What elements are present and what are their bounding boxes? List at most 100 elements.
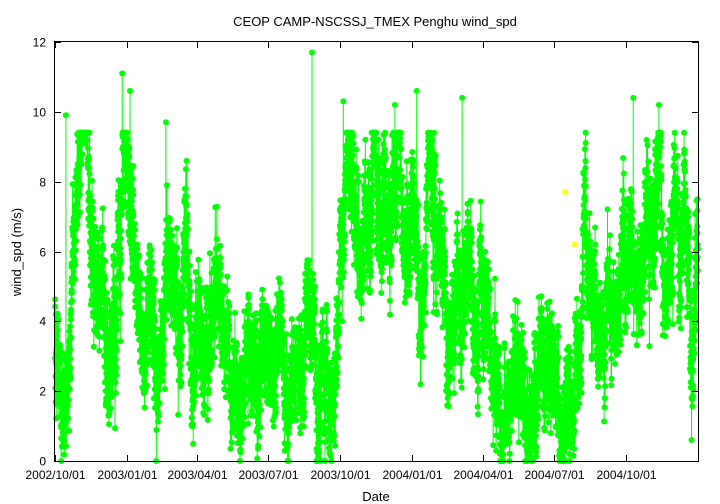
data-point <box>196 278 203 285</box>
data-point <box>379 253 386 260</box>
data-point <box>174 244 180 251</box>
data-point <box>186 313 193 320</box>
data-point <box>333 363 340 370</box>
data-point <box>272 404 279 411</box>
data-point <box>383 259 390 266</box>
data-point <box>217 271 224 278</box>
data-point <box>451 351 458 358</box>
data-point <box>76 191 83 198</box>
data-point <box>441 270 448 276</box>
data-point <box>280 354 287 361</box>
data-point <box>126 144 133 151</box>
data-point <box>293 417 300 424</box>
data-point <box>487 285 493 292</box>
data-point <box>199 316 206 323</box>
data-point <box>496 382 503 389</box>
data-point <box>481 349 488 356</box>
data-point <box>376 190 383 197</box>
data-point <box>241 414 248 421</box>
data-point <box>179 294 186 300</box>
data-point <box>130 186 136 193</box>
data-point <box>221 386 228 393</box>
data-point <box>254 455 261 462</box>
data-point <box>303 325 310 332</box>
data-point <box>421 290 428 297</box>
data-point <box>208 347 215 354</box>
data-point <box>174 261 181 268</box>
data-point <box>272 399 279 406</box>
data-point <box>456 252 463 259</box>
data-point <box>272 383 279 389</box>
data-point <box>222 394 229 401</box>
data-point <box>259 296 266 303</box>
data-point <box>256 433 263 440</box>
data-point <box>205 386 212 393</box>
data-point <box>398 185 405 192</box>
data-point <box>406 290 413 297</box>
data-point <box>113 327 120 334</box>
data-point <box>258 407 265 413</box>
data-point <box>135 252 142 259</box>
data-point <box>533 453 540 460</box>
data-point <box>366 166 373 173</box>
data-point <box>442 290 449 297</box>
data-point <box>485 266 492 273</box>
data-point <box>330 438 337 444</box>
data-point <box>387 234 394 241</box>
data-point <box>453 218 460 225</box>
data-point <box>159 377 166 384</box>
data-point <box>410 180 417 187</box>
data-point <box>421 271 428 278</box>
data-point <box>327 452 334 459</box>
data-point <box>242 372 249 379</box>
data-point <box>477 270 484 277</box>
data-point <box>54 332 61 339</box>
data-point <box>87 192 94 199</box>
data-point <box>138 275 145 282</box>
data-point <box>455 270 462 277</box>
data-point <box>128 198 135 205</box>
data-point <box>142 387 149 394</box>
data-point <box>184 218 191 225</box>
data-point <box>388 256 395 263</box>
data-point <box>308 361 315 368</box>
data-point <box>333 376 340 383</box>
data-point <box>67 316 74 323</box>
data-point <box>118 211 125 218</box>
data-point <box>112 356 119 363</box>
data-point <box>254 395 261 401</box>
data-point <box>396 139 403 146</box>
data-point <box>124 129 131 136</box>
data-point <box>488 328 494 335</box>
data-point <box>360 273 367 280</box>
data-point <box>414 249 421 256</box>
data-point <box>66 328 73 335</box>
data-point <box>424 213 431 219</box>
data-point <box>388 262 395 269</box>
data-point <box>340 246 347 253</box>
data-point <box>301 395 307 402</box>
data-point <box>148 267 155 273</box>
data-point <box>323 338 330 345</box>
data-point <box>421 322 428 329</box>
data-point <box>198 284 205 291</box>
data-point <box>155 412 162 419</box>
data-point <box>474 302 481 309</box>
data-point <box>90 343 97 350</box>
data-point <box>468 239 475 246</box>
data-point <box>56 361 63 367</box>
data-point <box>495 370 502 377</box>
data-point <box>387 239 394 246</box>
data-point <box>458 384 465 391</box>
data-point <box>179 343 186 350</box>
data-point <box>467 197 474 204</box>
data-point <box>432 162 439 169</box>
data-point <box>417 381 424 388</box>
data-point <box>208 283 215 290</box>
data-point <box>144 382 151 389</box>
data-point <box>70 268 77 275</box>
data-point <box>340 274 346 281</box>
data-point <box>458 355 465 362</box>
data-point <box>172 324 179 330</box>
